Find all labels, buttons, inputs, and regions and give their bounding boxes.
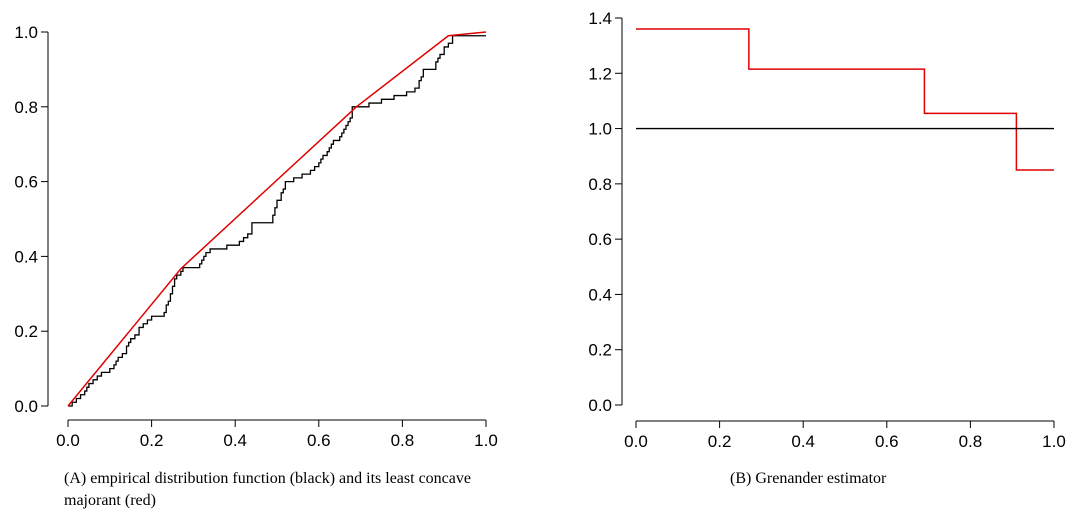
y-tick-label: 0.2 — [14, 322, 38, 341]
x-tick-label: 0.2 — [708, 432, 732, 451]
y-tick-label: 0.0 — [14, 397, 38, 416]
y-tick-label: 0.4 — [588, 285, 612, 304]
x-tick-label: 0.4 — [223, 431, 247, 450]
x-tick-label: 0.2 — [140, 431, 164, 450]
series-line-0 — [636, 28, 1054, 171]
y-tick-label: 0.4 — [14, 247, 38, 266]
y-tick-label: 0.6 — [588, 230, 612, 249]
y-tick-label: 1.0 — [14, 23, 38, 42]
x-tick-label: 0.0 — [56, 431, 80, 450]
x-tick-label: 0.8 — [391, 431, 415, 450]
y-tick-label: 0.2 — [588, 341, 612, 360]
x-tick-label: 0.6 — [307, 431, 331, 450]
panel-b: 0.0 0.2 0.4 0.6 0.8 1.0 0.0 0.2 0.4 0.6 0.8 1.0 1.2 1… — [588, 9, 1065, 451]
y-tick-label: 0.8 — [588, 175, 612, 194]
figure: 0.0 0.2 0.4 0.6 0.8 1.0 0.0 0.2 0.4 0.6 0.8 1.0 0.0… — [14, 9, 1065, 451]
series-line-1 — [67, 31, 487, 407]
panel-a: 0.0 0.2 0.4 0.6 0.8 1.0 0.0 0.2 0.4 0.6 0.8 1.0 — [14, 23, 497, 450]
y-tick-label: 0.6 — [14, 173, 38, 192]
series-line-0 — [68, 35, 486, 407]
x-tick-label: 0.6 — [875, 432, 899, 451]
x-tick-label: 0.8 — [959, 432, 983, 451]
caption-panel-a: (A) empirical distribution function (bla… — [64, 470, 471, 509]
caption-panel-b: (B) Grenander estimator — [730, 470, 887, 487]
x-tick-label: 0.0 — [624, 432, 648, 451]
x-tick-label: 0.4 — [791, 432, 815, 451]
y-tick-label: 0.8 — [14, 98, 38, 117]
x-tick-label: 1.0 — [1042, 432, 1066, 451]
y-tick-label: 1.2 — [588, 64, 612, 83]
y-tick-label: 1.0 — [588, 120, 612, 139]
y-tick-label: 1.4 — [588, 9, 612, 28]
x-tick-label: 1.0 — [474, 431, 498, 450]
y-tick-label: 0.0 — [588, 396, 612, 415]
